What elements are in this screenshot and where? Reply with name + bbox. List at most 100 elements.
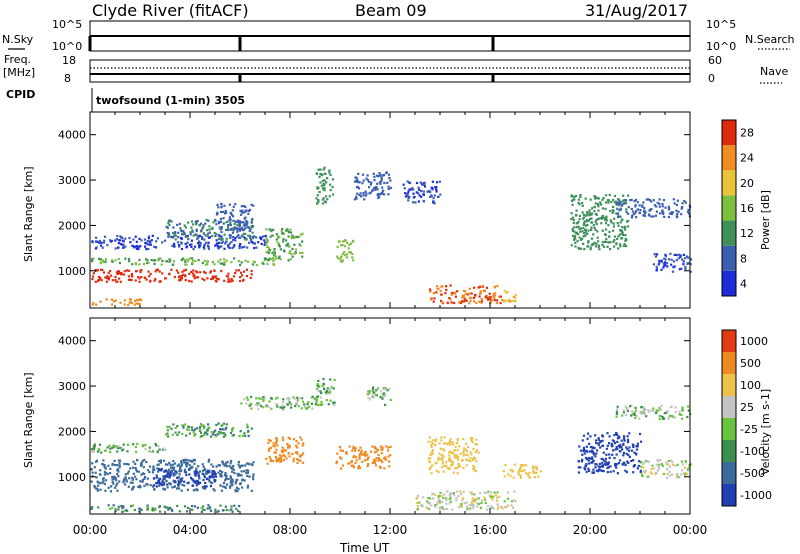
data-cell xyxy=(616,433,619,436)
data-cell xyxy=(461,294,464,297)
data-cell xyxy=(116,272,119,275)
data-cell xyxy=(288,446,291,449)
data-cell xyxy=(145,262,149,265)
data-cell xyxy=(288,444,291,447)
data-cell xyxy=(104,467,107,470)
data-cell xyxy=(625,208,628,211)
data-cell xyxy=(416,501,419,504)
data-cell xyxy=(224,472,227,475)
data-cell xyxy=(224,428,227,431)
data-cell xyxy=(488,298,492,301)
data-cell xyxy=(578,214,581,217)
data-cell xyxy=(230,228,233,231)
data-cell xyxy=(615,415,618,418)
data-cell xyxy=(196,276,200,279)
data-cell xyxy=(282,408,285,411)
data-cell xyxy=(256,402,259,405)
data-cell xyxy=(94,471,97,474)
data-cell xyxy=(583,220,586,223)
data-cell xyxy=(383,181,386,184)
data-cell xyxy=(163,481,166,484)
data-cell xyxy=(297,459,301,462)
data-cell xyxy=(403,187,406,190)
data-cell xyxy=(381,397,384,400)
data-cell xyxy=(120,243,124,246)
data-cell xyxy=(658,198,661,201)
data-cell xyxy=(605,453,608,456)
data-cell xyxy=(632,213,635,216)
data-cell xyxy=(354,447,357,450)
data-cell xyxy=(231,227,234,230)
data-cell xyxy=(197,236,200,239)
data-cell xyxy=(360,195,363,198)
data-cell xyxy=(190,476,193,479)
data-cell xyxy=(527,473,530,476)
data-cell xyxy=(191,484,194,487)
data-cell xyxy=(218,430,221,434)
data-cell xyxy=(319,396,323,399)
data-cell xyxy=(277,236,280,239)
data-cell xyxy=(617,215,620,219)
data-cell xyxy=(484,498,487,501)
data-cell xyxy=(159,459,162,462)
data-cell xyxy=(190,257,194,260)
data-cell xyxy=(589,445,592,449)
data-cell xyxy=(265,237,268,240)
data-cell xyxy=(382,392,386,395)
data-cell xyxy=(656,253,659,256)
data-cell xyxy=(220,245,223,248)
data-cell xyxy=(249,395,253,399)
data-cell xyxy=(222,222,225,225)
data-cell xyxy=(266,239,269,242)
data-cell xyxy=(437,195,440,198)
data-cell xyxy=(362,179,365,182)
data-cell xyxy=(581,202,584,205)
data-cell xyxy=(106,275,109,278)
data-cell xyxy=(589,246,592,249)
data-cell xyxy=(581,237,584,240)
data-cell xyxy=(441,454,444,457)
data-cell xyxy=(172,474,175,477)
data-cell xyxy=(117,257,120,261)
data-cell xyxy=(427,440,430,443)
data-cell xyxy=(238,244,241,248)
data-cell xyxy=(619,201,622,204)
data-cell xyxy=(373,458,376,461)
data-cell xyxy=(461,296,464,299)
data-cell xyxy=(133,299,137,302)
data-cell xyxy=(439,458,443,461)
data-cell xyxy=(154,442,157,445)
data-cell xyxy=(186,458,189,462)
data-cell xyxy=(231,231,235,234)
data-cell xyxy=(640,461,643,464)
data-cell xyxy=(228,465,231,468)
data-cell xyxy=(93,444,96,447)
data-cell xyxy=(203,426,206,429)
velocity-colorbar-tick: 100 xyxy=(740,379,761,392)
data-cell xyxy=(622,233,625,236)
data-cell xyxy=(92,446,96,449)
data-cell xyxy=(168,232,171,235)
data-cell xyxy=(122,505,125,508)
data-cell xyxy=(485,295,488,298)
data-cell xyxy=(448,297,451,300)
data-cell xyxy=(146,505,149,508)
data-cell xyxy=(665,410,668,413)
data-cell xyxy=(335,460,338,463)
data-cell xyxy=(193,462,196,465)
data-cell xyxy=(239,209,242,212)
data-cell xyxy=(148,465,152,468)
data-cell xyxy=(597,205,600,208)
data-cell xyxy=(116,473,119,476)
data-cell xyxy=(470,491,473,494)
data-cell xyxy=(163,470,166,473)
data-cell xyxy=(373,445,376,448)
data-cell xyxy=(221,460,224,464)
data-cell xyxy=(93,443,96,446)
data-cell xyxy=(261,406,264,409)
data-cell xyxy=(147,261,150,264)
data-cell xyxy=(263,258,267,261)
data-cell xyxy=(513,463,516,466)
data-cell xyxy=(618,199,621,202)
data-cell xyxy=(601,469,604,472)
